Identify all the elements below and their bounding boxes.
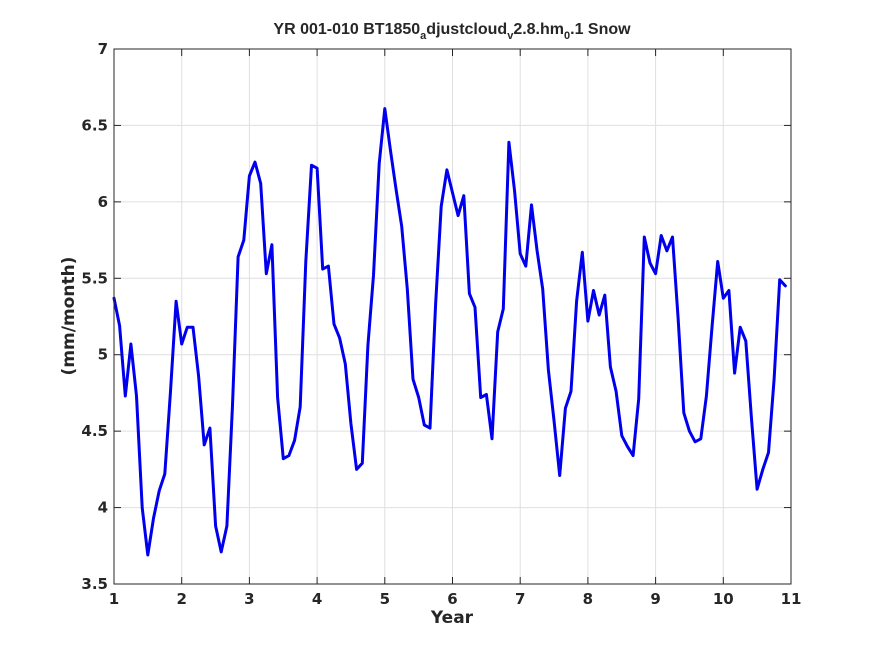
x-tick-labels: 1 2 3 4 5 6 7 8 9 10 11 xyxy=(109,590,802,608)
title-segment: 2.8.hm xyxy=(513,21,564,38)
y-tick-label: 5.5 xyxy=(81,269,108,287)
x-tick-label: 2 xyxy=(176,590,186,608)
x-tick-label: 5 xyxy=(380,590,390,608)
title-subscript: v xyxy=(507,30,514,42)
x-tick-label: 1 xyxy=(109,590,119,608)
title-subscript: 0 xyxy=(564,30,570,42)
x-tick-label: 4 xyxy=(312,590,322,608)
x-tick-label: 10 xyxy=(713,590,734,608)
y-tick-label: 4 xyxy=(98,499,108,517)
x-tick-label: 8 xyxy=(583,590,593,608)
y-axis-label: (mm/month) xyxy=(59,257,79,376)
title-segment: djustcloud xyxy=(426,21,507,38)
y-tick-label: 5 xyxy=(98,346,108,364)
title-subscript: a xyxy=(420,30,427,42)
title-segment: .1 Snow xyxy=(570,21,631,38)
x-axis-label: Year xyxy=(430,608,474,628)
y-tick-label: 3.5 xyxy=(81,575,108,593)
x-tick-label: 6 xyxy=(447,590,457,608)
series-layer xyxy=(112,107,787,557)
x-tick-label: 3 xyxy=(244,590,254,608)
x-tick-label: 11 xyxy=(781,590,802,608)
title-segment: YR 001-010 BT1850 xyxy=(273,21,420,38)
y-tick-label: 6 xyxy=(98,193,108,211)
y-tick-label: 7 xyxy=(98,40,108,58)
x-tick-label: 7 xyxy=(515,590,525,608)
x-tick-label: 9 xyxy=(650,590,660,608)
y-tick-label: 6.5 xyxy=(81,116,108,134)
y-tick-labels: 3.5 4 4.5 5 5.5 6 6.5 7 xyxy=(81,40,108,593)
tick-marks xyxy=(113,48,792,585)
chart-title: YR 001-010 BT1850adjustcloudv2.8.hm0.1 S… xyxy=(273,21,631,42)
y-tick-label: 4.5 xyxy=(81,422,108,440)
series-line xyxy=(112,107,787,557)
